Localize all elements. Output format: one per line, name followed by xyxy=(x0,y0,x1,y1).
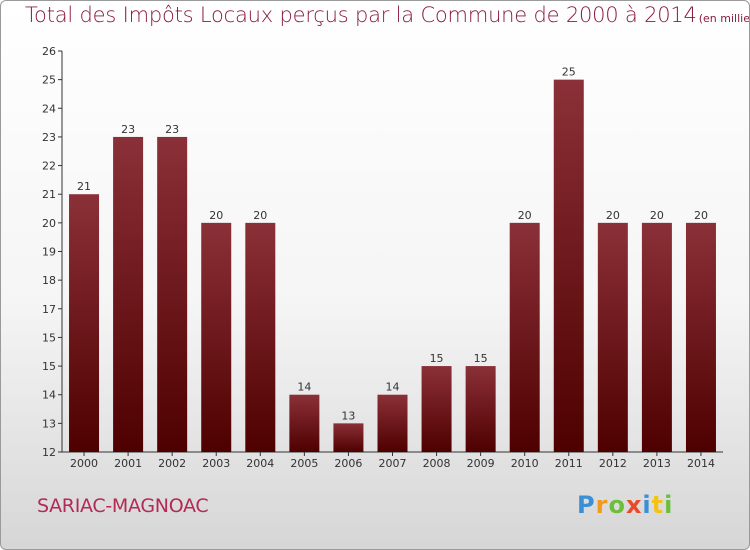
bar xyxy=(245,222,276,452)
y-tick-label: 21 xyxy=(42,188,56,201)
bar xyxy=(685,222,716,452)
data-label: 23 xyxy=(121,123,135,136)
bar xyxy=(201,222,232,452)
data-label: 20 xyxy=(209,209,223,222)
x-tick-label: 2007 xyxy=(379,457,407,470)
data-label: 20 xyxy=(694,209,708,222)
bar xyxy=(333,423,364,452)
y-axis: 12 13 14 15 15 17 18 19 20 21 22 23 24 25 26 xyxy=(42,45,63,459)
data-label: 25 xyxy=(562,66,576,79)
x-tick-label: 2005 xyxy=(290,457,318,470)
y-tick-label: 13 xyxy=(42,417,56,430)
x-tick-label: 2010 xyxy=(511,457,539,470)
x-tick-label: 2002 xyxy=(158,457,186,470)
x-tick-label: 2001 xyxy=(114,457,142,470)
y-tick-label: 19 xyxy=(42,246,56,259)
data-label: 14 xyxy=(297,381,311,394)
y-tick-label: 17 xyxy=(42,303,56,316)
y-tick-label: 23 xyxy=(42,131,56,144)
bar xyxy=(157,136,188,452)
logo-letter: i xyxy=(664,491,674,519)
x-tick-label: 2008 xyxy=(423,457,451,470)
y-tick-label: 15 xyxy=(42,331,56,344)
bar xyxy=(641,222,672,452)
logo-letter: o xyxy=(608,491,626,519)
commune-name: SARIAC-MAGNOAC xyxy=(37,495,209,517)
logo-letter: x xyxy=(625,491,643,519)
x-axis: 2000 2001 2002 2003 2004 2005 2006 2007 2008 2009… xyxy=(62,451,723,470)
bar xyxy=(113,136,144,452)
data-label: 20 xyxy=(253,209,267,222)
y-tick-label: 12 xyxy=(42,446,56,459)
data-label: 14 xyxy=(386,381,400,394)
chart-subtitle: (en milliers d'€) xyxy=(698,12,750,25)
bar xyxy=(597,222,628,452)
x-tick-label: 2013 xyxy=(643,457,671,470)
bar xyxy=(553,79,584,453)
data-label: 20 xyxy=(650,209,664,222)
x-tick-label: 2000 xyxy=(70,457,98,470)
bar xyxy=(465,366,496,452)
x-tick-label: 2011 xyxy=(555,457,583,470)
data-labels: 21 23 23 20 20 14 13 14 15 15 20 25 20 20 20 xyxy=(77,66,708,423)
data-label: 23 xyxy=(165,123,179,136)
title-row: Total des Impôts Locaux perçus par la Co… xyxy=(25,3,750,27)
data-label: 21 xyxy=(77,180,91,193)
bar xyxy=(289,394,320,452)
logo-letter: t xyxy=(651,491,665,519)
x-tick-label: 2014 xyxy=(687,457,715,470)
x-tick-label: 2012 xyxy=(599,457,627,470)
logo-letter: r xyxy=(595,491,609,519)
chart-title: Total des Impôts Locaux perçus par la Co… xyxy=(25,3,697,27)
y-tick-label: 24 xyxy=(42,102,56,115)
x-tick-label: 2006 xyxy=(334,457,362,470)
y-tick-label: 14 xyxy=(42,389,56,402)
y-tick-label: 18 xyxy=(42,274,56,287)
bar xyxy=(509,222,540,452)
x-tick-label: 2003 xyxy=(202,457,230,470)
bar xyxy=(69,194,100,452)
data-label: 15 xyxy=(474,352,488,365)
y-tick-label: 22 xyxy=(42,160,56,173)
data-label: 20 xyxy=(606,209,620,222)
logo-letter: i xyxy=(642,491,652,519)
y-tick-label: 15 xyxy=(42,360,56,373)
logo-letter: P xyxy=(577,491,596,519)
x-tick-label: 2004 xyxy=(246,457,274,470)
bar xyxy=(377,394,408,452)
y-tick-label: 25 xyxy=(42,74,56,87)
bar xyxy=(421,366,452,452)
proxiti-logo: Proxiti xyxy=(577,491,673,519)
data-label: 15 xyxy=(430,352,444,365)
y-tick-label: 26 xyxy=(42,45,56,58)
x-tick-label: 2009 xyxy=(467,457,495,470)
y-tick-label: 20 xyxy=(42,217,56,230)
bars xyxy=(69,79,716,453)
data-label: 13 xyxy=(341,409,355,422)
data-label: 20 xyxy=(518,209,532,222)
